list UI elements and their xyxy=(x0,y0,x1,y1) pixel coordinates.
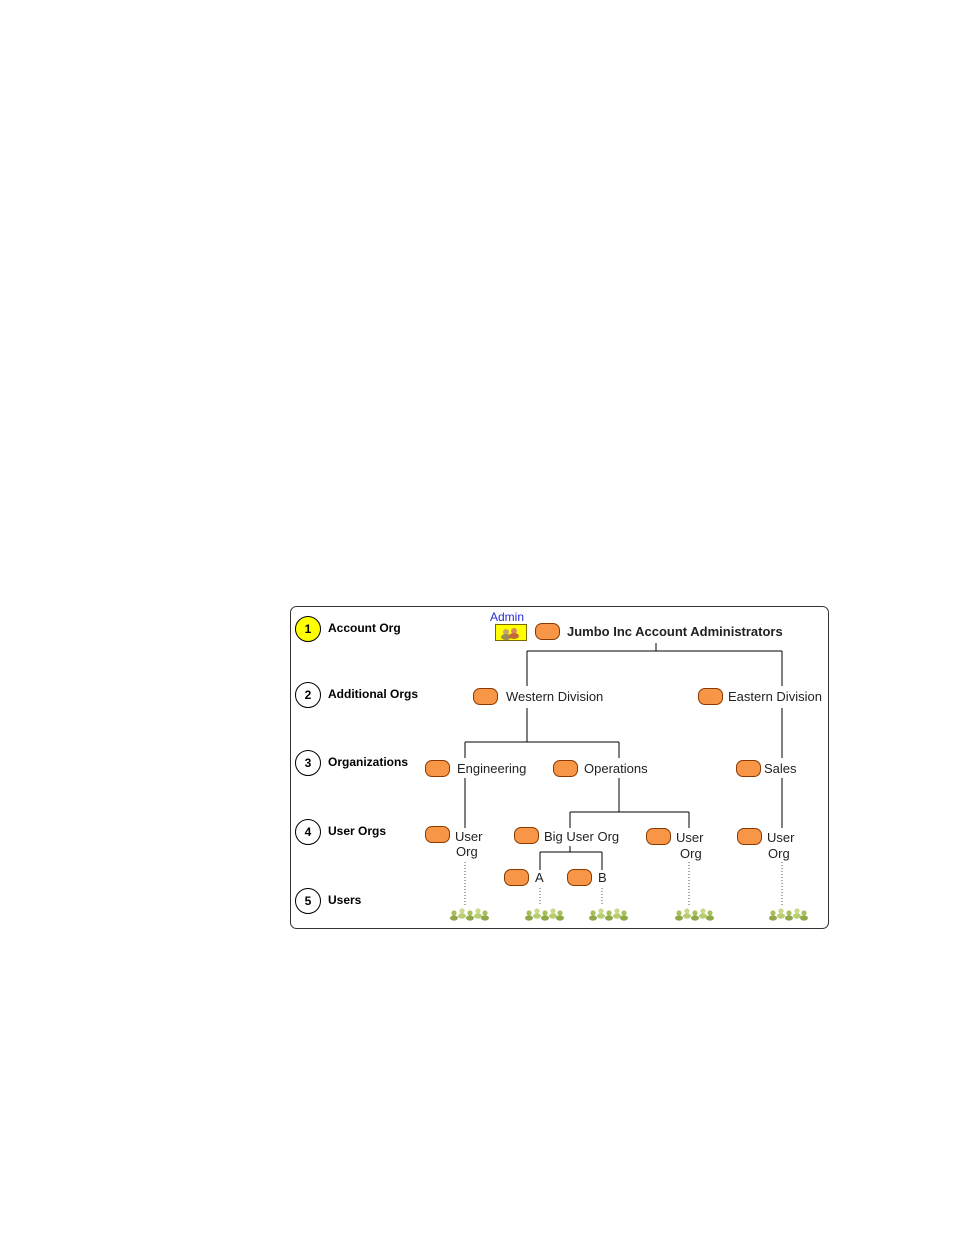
admin-label: Admin xyxy=(490,610,525,624)
node-label: Western Division xyxy=(506,689,604,704)
org-icon xyxy=(736,760,761,777)
node-label: Sales xyxy=(764,761,797,776)
org-icon xyxy=(425,760,450,777)
level-label: Users xyxy=(328,893,362,907)
level-number: 5 xyxy=(295,888,321,914)
users-group-icon xyxy=(448,905,490,921)
level-number: 2 xyxy=(295,682,321,708)
node-label: B xyxy=(598,870,607,885)
node-label-line1: User xyxy=(455,829,483,844)
level-label: Additional Orgs xyxy=(328,687,418,701)
node-label-line2: Org xyxy=(768,846,790,861)
org-hierarchy-diagram: 1 Account Org 2 Additional Orgs 3 Organi… xyxy=(290,606,829,929)
org-icon xyxy=(567,869,592,886)
org-icon xyxy=(504,869,529,886)
node-label: Engineering xyxy=(457,761,527,776)
level-label: User Orgs xyxy=(328,824,387,838)
users-group-icon xyxy=(587,905,629,921)
org-icon xyxy=(425,826,450,843)
admin-users-icon xyxy=(495,624,527,641)
level-number: 1 xyxy=(295,616,321,642)
level-number: 3 xyxy=(295,750,321,776)
org-icon xyxy=(473,688,498,705)
node-label-line2: Org xyxy=(456,844,478,859)
node-label: A xyxy=(535,870,544,885)
users-group-icon xyxy=(673,905,715,921)
org-icon xyxy=(737,828,762,845)
level-label: Organizations xyxy=(328,755,409,769)
node-label: Operations xyxy=(584,761,648,776)
level-label: Account Org xyxy=(328,621,401,635)
level-number: 4 xyxy=(295,819,321,845)
node-label-line1: User xyxy=(676,830,704,845)
node-label: Eastern Division xyxy=(728,689,822,704)
org-icon xyxy=(535,623,560,640)
node-label-line2: Org xyxy=(680,846,702,861)
users-group-icon xyxy=(767,905,809,921)
org-icon xyxy=(514,827,539,844)
node-label-line1: User xyxy=(767,830,795,845)
users-group-icon xyxy=(523,905,565,921)
node-label: Jumbo Inc Account Administrators xyxy=(567,624,783,639)
node-label: Big User Org xyxy=(544,829,620,844)
org-icon xyxy=(698,688,723,705)
org-icon xyxy=(646,828,671,845)
org-icon xyxy=(553,760,578,777)
